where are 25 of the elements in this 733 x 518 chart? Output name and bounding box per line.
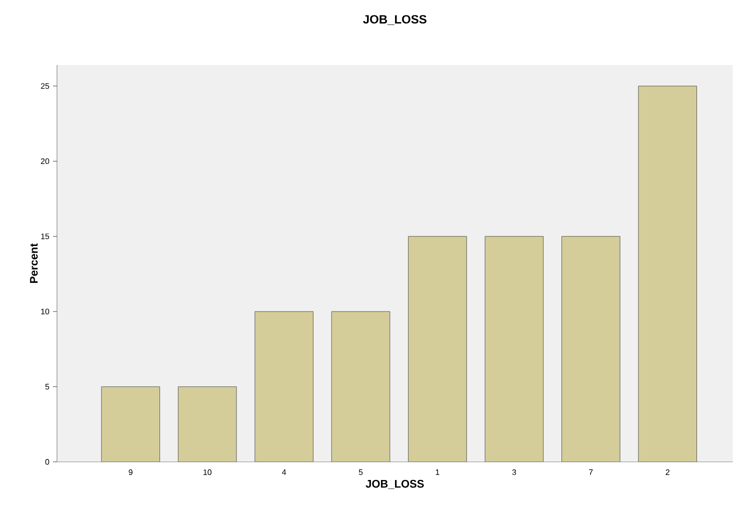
y-tick-label: 5 — [45, 384, 50, 390]
y-tick-label: 0 — [45, 459, 50, 465]
bar — [101, 386, 160, 462]
bar — [331, 311, 390, 462]
bar — [408, 236, 467, 462]
y-tick-label: 20 — [40, 158, 50, 164]
bar — [638, 86, 697, 462]
x-tick-label: 5 — [358, 469, 363, 476]
bar — [178, 386, 237, 462]
x-tick-label: 9 — [128, 469, 132, 476]
y-axis-title: Percent — [30, 243, 38, 283]
bar — [484, 236, 544, 462]
bar — [562, 236, 620, 462]
x-tick-label: 10 — [204, 469, 212, 476]
x-tick-label: 7 — [589, 469, 593, 475]
x-tick-label: 1 — [436, 469, 440, 475]
chart-title: JOB_LOSS — [363, 15, 426, 25]
bar — [254, 311, 314, 462]
x-axis-title: JOB_LOSS — [366, 480, 424, 490]
y-tick-label: 10 — [41, 308, 50, 314]
x-tick-label: 2 — [666, 469, 670, 476]
y-tick-label: 15 — [41, 234, 50, 240]
x-tick-label: 4 — [282, 469, 286, 475]
x-tick-label: 3 — [512, 469, 516, 476]
y-tick-label: 25 — [40, 83, 50, 89]
